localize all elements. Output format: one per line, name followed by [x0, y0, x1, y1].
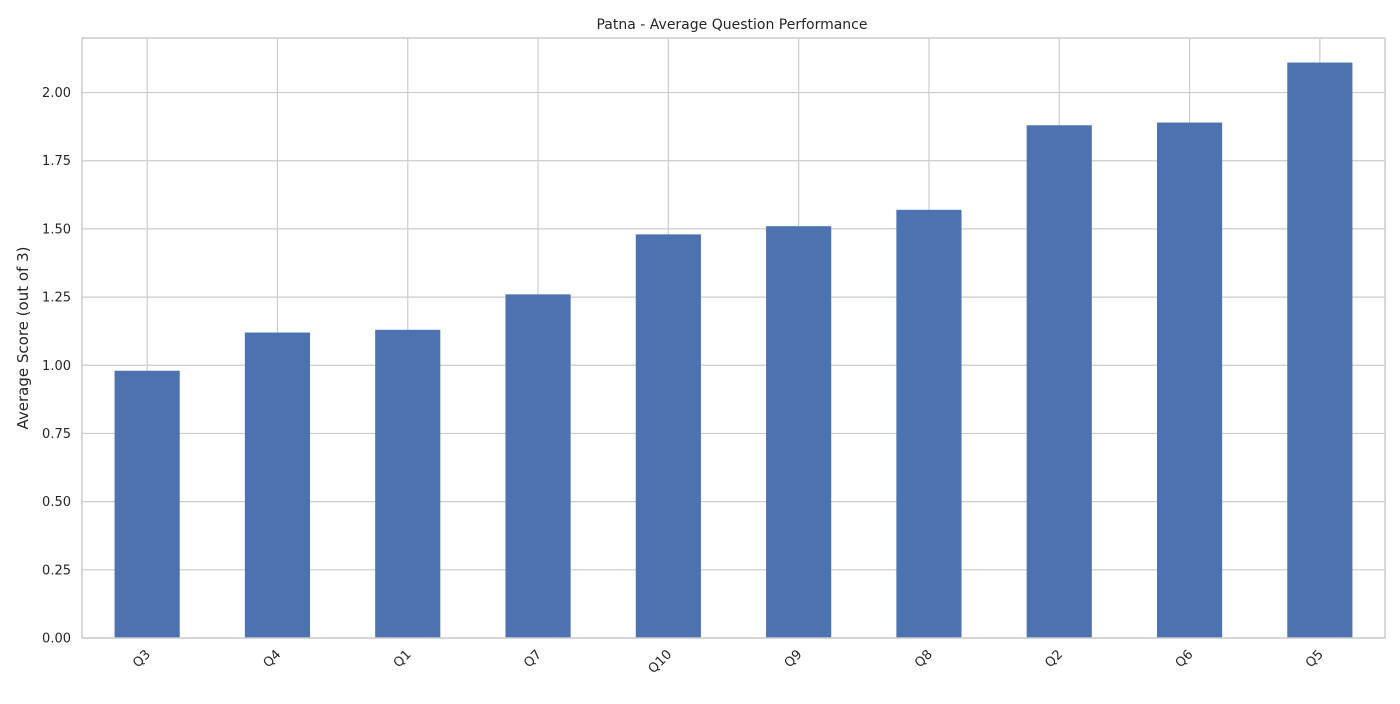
y-tick-label: 1.75 [42, 154, 71, 169]
bar-q5 [1287, 62, 1353, 638]
x-tick-label: Q1 [391, 647, 415, 671]
x-tick-label: Q3 [130, 647, 154, 671]
x-tick-labels: Q3 Q4 Q1 Q7 Q10 Q9 Q8 Q2 Q6 Q5 [130, 647, 1326, 677]
bar-q3 [114, 370, 180, 638]
x-tick-label: Q8 [912, 647, 936, 671]
bar-q7 [505, 294, 571, 638]
x-tick-label: Q7 [521, 647, 545, 671]
bar-q2 [1026, 125, 1092, 639]
bar-q9 [766, 226, 832, 638]
y-tick-label: 1.25 [42, 291, 71, 306]
y-axis-label: Average Score (out of 3) [14, 247, 32, 430]
y-tick-label: 1.00 [42, 359, 71, 374]
bar-q4 [244, 332, 311, 638]
plot-frame [81, 37, 1386, 639]
x-tick-label: Q4 [261, 647, 285, 671]
x-tick-label: Q10 [646, 647, 676, 677]
y-tick-label: 0.75 [42, 427, 71, 442]
y-tick-labels: 0.00 0.25 0.50 0.75 1.00 1.25 1.50 1.75 2.00 [42, 86, 71, 646]
y-tick-label: 0.00 [42, 632, 71, 647]
y-tick-label: 0.25 [42, 563, 71, 578]
x-tick-label: Q5 [1303, 647, 1327, 671]
x-tick-label: Q2 [1042, 647, 1066, 671]
chart-title: Patna - Average Question Performance [596, 17, 867, 33]
plot-frame-border [81, 37, 1386, 639]
bar-q1 [375, 329, 441, 638]
x-tick-label: Q6 [1173, 647, 1197, 671]
bar-q8 [896, 209, 962, 638]
y-tick-label: 2.00 [42, 86, 71, 101]
y-tick-label: 1.50 [42, 222, 71, 237]
bar-q10 [635, 234, 701, 638]
bars [114, 62, 1353, 639]
x-tick-label: Q9 [782, 647, 806, 671]
y-tick-label: 0.50 [42, 495, 71, 510]
bar-q6 [1156, 122, 1223, 638]
